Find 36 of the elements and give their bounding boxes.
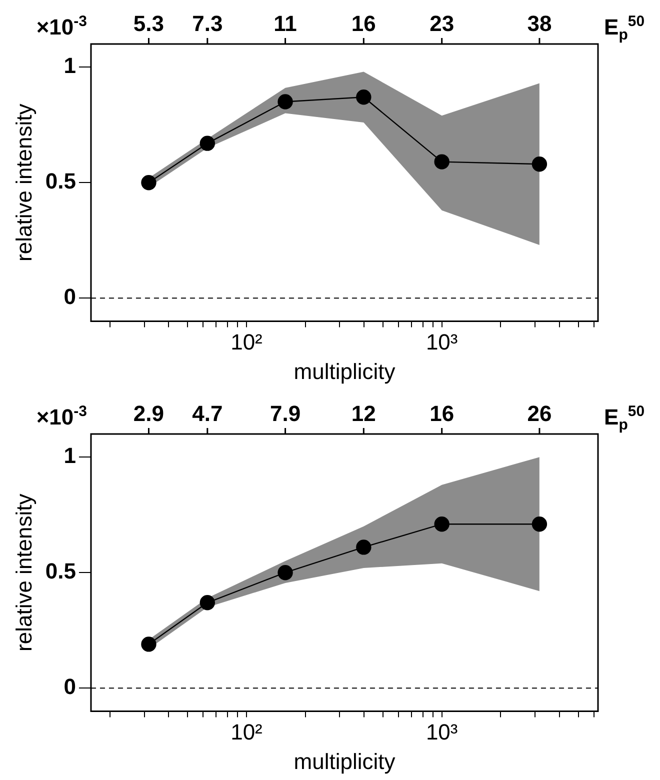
point — [200, 136, 216, 151]
text: ×10$^{-3}$ — [36, 13, 87, 40]
y-tick-label: 1 — [64, 53, 76, 78]
y-tick-label: 0 — [64, 674, 76, 700]
x-axis-title: multiplicity — [294, 358, 396, 384]
point — [434, 154, 450, 170]
point — [278, 565, 293, 580]
annotation: 16 — [351, 11, 376, 36]
y-axis-title: relative intensity — [11, 104, 36, 262]
x-axis-title: multiplicity — [294, 748, 396, 774]
annotation: 38 — [527, 11, 552, 36]
annotation: 23 — [430, 11, 454, 36]
x-tick-label: 10³ — [426, 719, 458, 744]
annotation: 26 — [527, 401, 552, 426]
annotation: 7.9 — [270, 401, 301, 426]
annotation: 5.3 — [133, 11, 164, 36]
y-axis-title: relative intensity — [11, 494, 36, 652]
annotation: 2.9 — [133, 401, 164, 426]
annotation: 11 — [274, 11, 297, 36]
annotation: 4.7 — [192, 401, 223, 426]
y-tick-label: 0.5 — [45, 558, 76, 584]
annotation: 12 — [351, 401, 376, 426]
y-tick-label: 0.5 — [45, 168, 76, 194]
x-tick-label: 10³ — [426, 329, 458, 354]
point — [434, 516, 450, 532]
annotation: 16 — [430, 401, 454, 426]
y-tick-label: 1 — [64, 443, 76, 468]
point — [356, 90, 372, 105]
text: ×10$^{-3}$ — [36, 403, 87, 430]
x-tick-label: 10² — [230, 329, 262, 354]
x-tick-label: 10² — [230, 719, 262, 744]
point — [356, 540, 372, 555]
point — [278, 94, 293, 110]
annotation: 7.3 — [192, 11, 223, 36]
point — [200, 595, 216, 610]
y-tick-label: 0 — [64, 284, 76, 310]
